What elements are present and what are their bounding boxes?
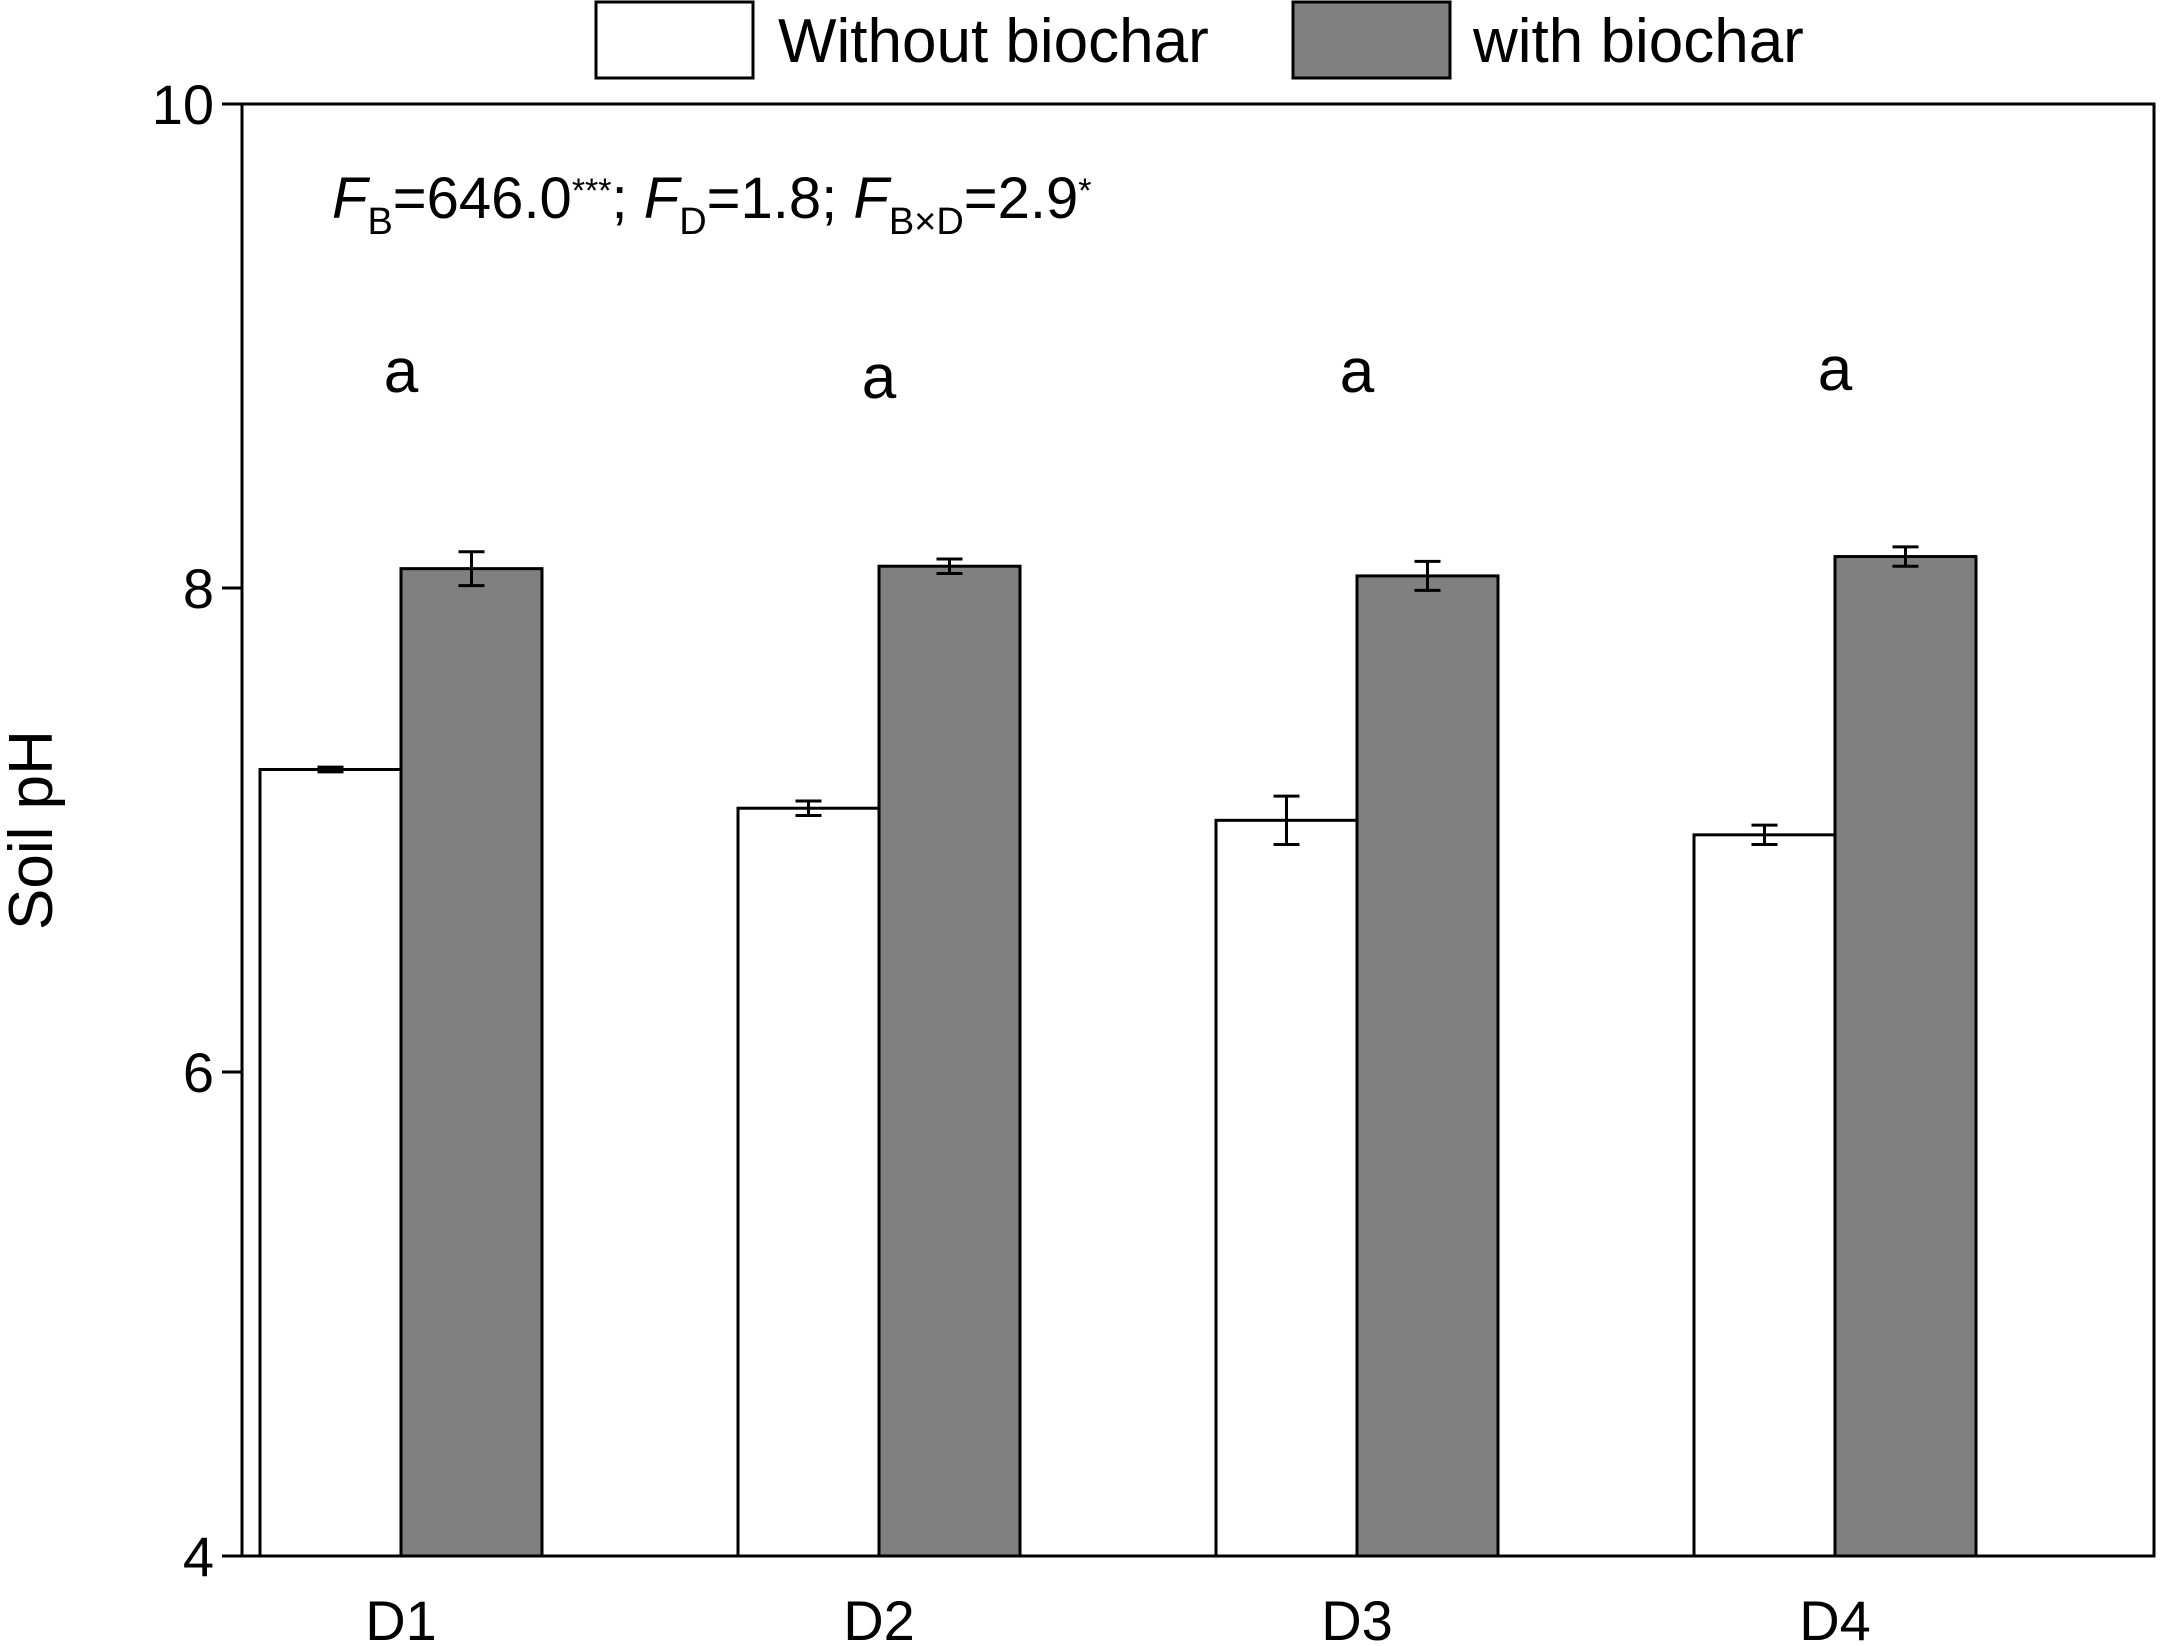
annotation-part: =1.8; bbox=[707, 166, 854, 231]
annotation-part: * bbox=[1078, 172, 1091, 210]
x-tick-label: D2 bbox=[843, 1589, 915, 1646]
annotation-part: =646.0 bbox=[393, 166, 572, 231]
x-tick-label: D4 bbox=[1799, 1589, 1871, 1646]
bar-group-d2 bbox=[736, 557, 1022, 1558]
legend-swatch bbox=[594, 0, 755, 80]
bar-without-biochar bbox=[1214, 818, 1359, 1558]
error-bar bbox=[1751, 823, 1778, 847]
y-tick-label: 6 bbox=[183, 1041, 214, 1104]
annotation-part: *** bbox=[572, 172, 612, 210]
annotation-part: D bbox=[679, 201, 706, 243]
bar-group-d4 bbox=[1692, 545, 1978, 1558]
bar-without-biochar bbox=[258, 768, 403, 1558]
legend-item-without-biochar: Without biochar bbox=[594, 0, 1209, 80]
legend-item-with-biochar: with biochar bbox=[1291, 0, 1804, 80]
significance-letter: a bbox=[1818, 335, 1853, 404]
error-bar bbox=[1414, 559, 1441, 592]
y-tick-label: 10 bbox=[152, 73, 214, 136]
y-tick-label: 4 bbox=[183, 1525, 214, 1588]
annotation-part: F bbox=[644, 166, 683, 231]
bar-without-biochar bbox=[736, 806, 881, 1558]
legend-label: Without biochar bbox=[778, 7, 1209, 76]
bar-with-biochar bbox=[877, 564, 1022, 1558]
error-bar bbox=[1892, 545, 1919, 568]
y-tick-label: 8 bbox=[183, 557, 214, 620]
statistics-annotation: FB=646.0***; FD=1.8; FB×D=2.9* bbox=[332, 166, 1092, 243]
plot-frame bbox=[240, 102, 2156, 1558]
annotation-part: ; bbox=[612, 166, 644, 231]
bar-with-biochar bbox=[1355, 574, 1500, 1558]
error-bar bbox=[936, 557, 963, 575]
x-tick-label: D3 bbox=[1321, 1589, 1393, 1646]
error-bar bbox=[795, 799, 822, 817]
legend-swatch bbox=[1291, 0, 1452, 80]
y-axis: 4 6 8 10 bbox=[152, 73, 242, 1588]
significance-letter: a bbox=[384, 337, 419, 406]
bar-group-d1 bbox=[258, 550, 544, 1558]
bars bbox=[258, 545, 1978, 1558]
bar-with-biochar bbox=[1833, 555, 1978, 1558]
annotation-part: =2.9 bbox=[964, 166, 1079, 231]
bar-group-d3 bbox=[1214, 559, 1500, 1558]
legend: Without biochar with biochar bbox=[594, 0, 1804, 80]
annotation-part: F bbox=[853, 166, 892, 231]
y-axis-title: Soil pH bbox=[0, 730, 66, 930]
x-tick-label: D1 bbox=[365, 1589, 437, 1646]
error-bar bbox=[317, 765, 344, 774]
error-bar bbox=[1273, 794, 1300, 847]
significance-letter: a bbox=[862, 343, 897, 412]
annotation-part: F bbox=[332, 166, 371, 231]
error-bar bbox=[458, 550, 485, 588]
annotation-part: B bbox=[367, 201, 392, 243]
legend-label: with biochar bbox=[1472, 7, 1804, 76]
significance-letter: a bbox=[1340, 337, 1375, 406]
bar-with-biochar bbox=[399, 567, 544, 1558]
annotation-part: B×D bbox=[889, 201, 964, 243]
bar-without-biochar bbox=[1692, 833, 1837, 1558]
x-axis: D1 D2 D3 D4 bbox=[365, 1589, 1871, 1646]
